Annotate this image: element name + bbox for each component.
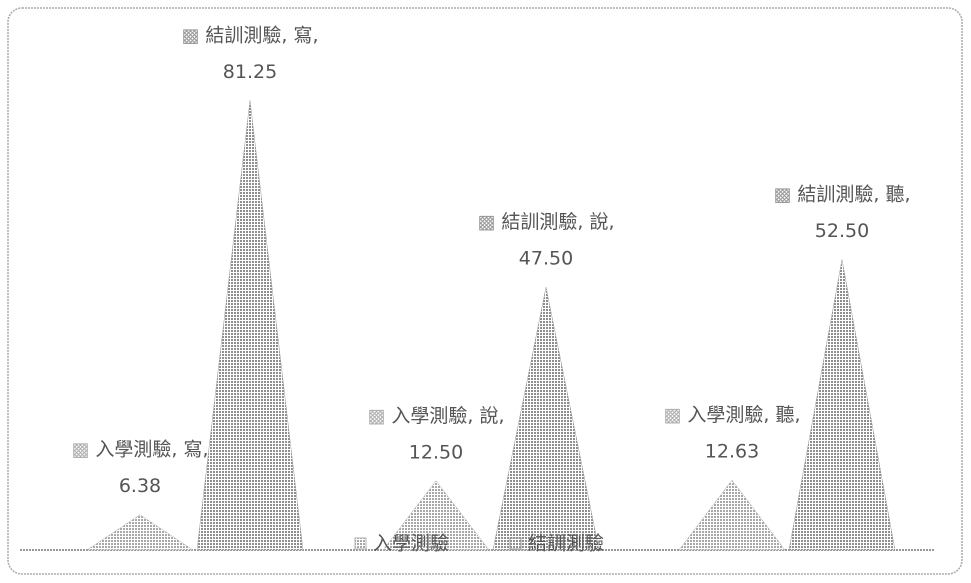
label-category: 寫	[184, 438, 203, 460]
data-label-name: ▩ 入學測驗, 寫,	[71, 438, 208, 460]
data-label: ▩ 入學測驗, 聽,12.63	[663, 404, 800, 463]
data-label-name: ▩ 結訓測驗, 寫,	[181, 24, 318, 46]
pyramid-bar	[788, 259, 896, 551]
label-series: 結訓測驗	[205, 24, 281, 46]
data-label-value: 12.50	[409, 441, 463, 463]
label-sep: ,	[203, 438, 209, 460]
pyramid-bar	[382, 480, 490, 551]
label-marker: ▩	[773, 183, 797, 205]
data-label: ▩ 結訓測驗, 聽,52.50	[773, 183, 910, 242]
label-sep: ,	[795, 404, 801, 426]
label-marker: ▩	[71, 438, 95, 460]
pyramid-bar	[678, 479, 786, 551]
label-series: 結訓測驗	[501, 211, 577, 233]
data-label: ▩ 入學測驗, 說,12.50	[367, 404, 504, 463]
label-category: 聽	[886, 183, 905, 205]
label-sep: ,	[313, 24, 319, 46]
label-series: 入學測驗	[95, 438, 171, 460]
label-marker: ▩	[181, 24, 205, 46]
data-label: ▩ 入學測驗, 寫, 6.38	[71, 438, 208, 497]
label-sep: ,	[467, 404, 479, 426]
label-marker: ▩	[477, 211, 501, 233]
label-category: 聽	[776, 404, 795, 426]
label-category: 說	[590, 211, 609, 233]
data-label-value: 47.50	[519, 248, 573, 270]
label-category: 寫	[294, 24, 313, 46]
label-sep: ,	[281, 24, 293, 46]
data-label-value: 81.25	[223, 61, 277, 83]
legend-swatch	[509, 537, 522, 550]
data-label-name: ▩ 入學測驗, 說,	[367, 404, 504, 426]
label-marker: ▩	[663, 404, 687, 426]
label-series: 入學測驗	[391, 404, 467, 426]
legend-swatch	[354, 537, 367, 550]
data-label: ▩ 結訓測驗, 說,47.50	[477, 211, 614, 270]
label-sep: ,	[905, 183, 911, 205]
label-category: 說	[480, 404, 499, 426]
data-label-value: 52.50	[815, 220, 869, 242]
data-label-name: ▩ 結訓測驗, 聽,	[773, 183, 910, 205]
data-label-name: ▩ 入學測驗, 聽,	[663, 404, 800, 426]
data-label-value: 12.63	[705, 441, 759, 463]
data-label-value: 6.38	[119, 475, 161, 497]
label-sep: ,	[873, 183, 885, 205]
data-label-name: ▩ 結訓測驗, 說,	[477, 211, 614, 233]
label-marker: ▩	[367, 404, 391, 426]
data-label: ▩ 結訓測驗, 寫,81.25	[181, 24, 318, 83]
pyramid-bar	[86, 514, 194, 551]
legend-label: 入學測驗	[373, 533, 449, 555]
label-sep: ,	[577, 211, 589, 233]
label-sep: ,	[171, 438, 183, 460]
label-series: 結訓測驗	[797, 183, 873, 205]
pyramid-bar	[492, 287, 600, 551]
legend-label: 結訓測驗	[528, 533, 604, 555]
label-sep: ,	[499, 404, 505, 426]
pyramid-bar	[196, 100, 304, 551]
label-sep: ,	[763, 404, 775, 426]
label-sep: ,	[609, 211, 615, 233]
label-series: 入學測驗	[687, 404, 763, 426]
